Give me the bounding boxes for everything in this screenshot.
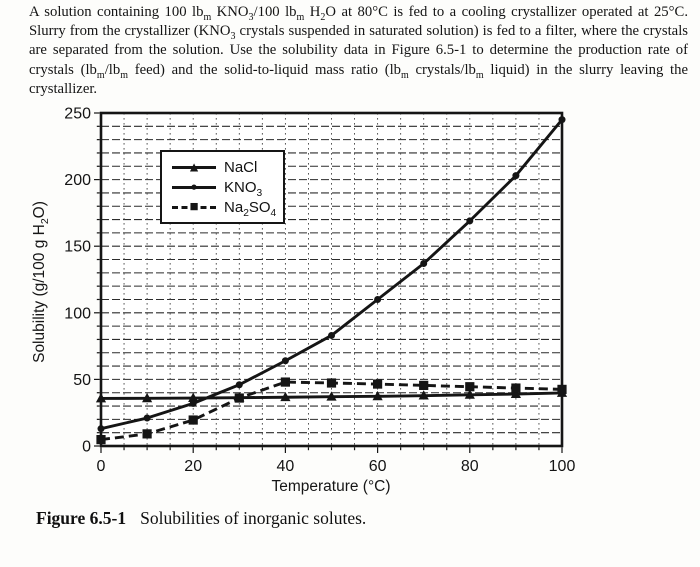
circle-marker-icon: [512, 172, 520, 180]
triangle-marker-icon: [142, 392, 153, 403]
triangle-marker-icon: [418, 390, 429, 400]
legend-item-label: KNO3: [224, 178, 263, 199]
y-tick-label: 50: [73, 372, 91, 389]
y-axis-title: Solubility (g/100 g H2O): [31, 201, 52, 363]
circle-marker-icon: [281, 357, 289, 365]
triangle-marker-icon: [464, 389, 475, 399]
square-marker-icon: [465, 382, 475, 392]
x-tick-label: 100: [549, 458, 576, 475]
tick-labels: 0 20 40 60 80 100 0 50 100 150 200 250: [64, 106, 575, 476]
figure-caption-label: Figure 6.5-1: [36, 508, 127, 528]
problem-statement: A solution containing 100 lbm KNO3/100 l…: [29, 4, 688, 97]
triangle-marker-icon: [280, 391, 291, 402]
square-marker-icon: [373, 379, 383, 389]
legend-line-sample: [172, 205, 216, 209]
circle-marker-icon: ●: [190, 179, 198, 194]
square-marker-icon: [511, 383, 521, 393]
axis-ticks: [94, 112, 563, 453]
square-marker-icon: [188, 415, 198, 425]
legend-line-sample: [172, 185, 216, 189]
legend-sample-kno3: ●: [172, 179, 216, 195]
triangle-marker-icon: [510, 388, 521, 398]
x-tick-label: 80: [461, 458, 479, 475]
circle-marker-icon: [466, 217, 474, 225]
y-tick-label: 200: [64, 172, 91, 189]
circle-marker-icon: [374, 295, 382, 303]
x-tick-label: 40: [277, 458, 295, 475]
y-tick-label: 0: [82, 439, 91, 456]
legend-item-kno3: ● KNO3: [172, 177, 276, 199]
circle-marker-icon: [189, 399, 197, 407]
legend-line-sample: [172, 165, 216, 169]
square-marker-icon: [419, 380, 429, 390]
legend-item-na2so4: ■ Na2SO4: [172, 197, 277, 219]
circle-marker-icon: [235, 381, 243, 389]
x-tick-label: 20: [184, 458, 202, 475]
figure-caption-text: Solubilities of inorganic solutes.: [140, 508, 367, 528]
square-marker-icon: [142, 429, 152, 439]
y-tick-label: 100: [64, 305, 91, 322]
circle-marker-icon: [143, 414, 151, 422]
chart-legend: ▲ NaCl ● KNO3 ■ Na2SO4: [160, 150, 286, 224]
circle-marker-icon: [328, 331, 335, 339]
square-marker-icon: [234, 393, 244, 403]
series-kno3: [97, 116, 566, 433]
x-axis-title: Temperature (°C): [271, 478, 391, 495]
legend-item-label: Na2SO4: [224, 198, 277, 219]
figure-caption: Figure 6.5-1 Solubilities of inorganic so…: [36, 508, 366, 529]
triangle-marker-icon: [372, 390, 383, 401]
triangle-marker-icon: [188, 392, 199, 402]
square-marker-icon: ■: [189, 197, 199, 215]
square-marker-icon: [280, 377, 290, 387]
square-marker-icon: [326, 378, 337, 388]
plot-border: [99, 111, 564, 448]
solubility-chart: 0 20 40 60 80 100 0 50 100 150 200 250: [64, 106, 575, 476]
legend-item-nacl: ▲ NaCl: [172, 157, 276, 177]
y-tick-label: 250: [64, 106, 91, 123]
triangle-marker-icon: [326, 391, 337, 401]
circle-marker-icon: [420, 260, 428, 268]
legend-sample-na2so4: ■: [172, 199, 216, 215]
x-tick-label: 60: [369, 458, 387, 475]
legend-sample-nacl: ▲: [172, 159, 216, 175]
y-tick-label: 150: [64, 239, 91, 256]
legend-item-label: NaCl: [224, 158, 258, 176]
x-tick-label: 0: [97, 458, 106, 475]
triangle-marker-icon: ▲: [187, 158, 201, 175]
